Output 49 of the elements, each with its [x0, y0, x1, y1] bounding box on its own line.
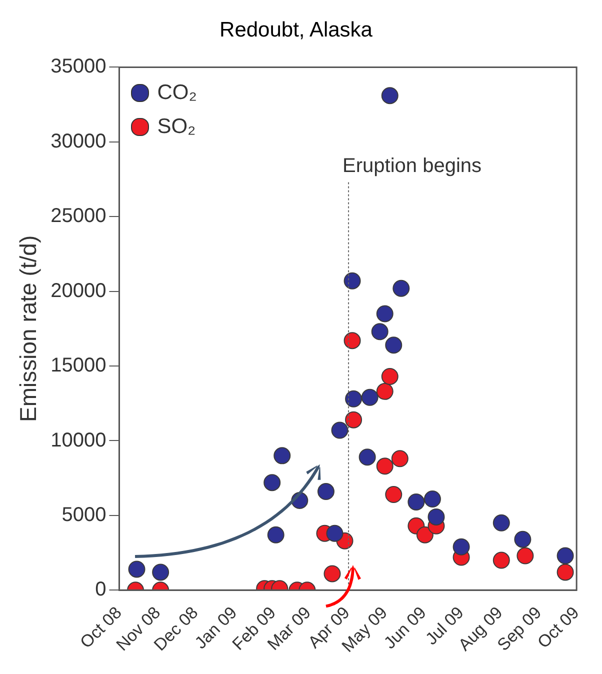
point: [516, 547, 534, 564]
point: [326, 524, 344, 542]
point: [452, 538, 470, 556]
point: [344, 332, 361, 350]
y-tick-label: 20000: [50, 280, 106, 302]
legend-label: SO₂: [157, 115, 196, 140]
point: [344, 272, 361, 290]
y-tick-label: 5000: [62, 504, 106, 526]
point: [274, 447, 291, 464]
point: [264, 474, 281, 492]
point: [345, 390, 362, 408]
y-tick-label: 35000: [50, 56, 106, 78]
point: [492, 552, 510, 569]
y-tick-label: 15000: [50, 354, 106, 377]
point: [556, 547, 574, 564]
y-axis-title: Emission rate (t/d): [15, 235, 42, 422]
point: [385, 336, 402, 354]
point: [424, 490, 441, 508]
point: [371, 323, 388, 340]
point: [416, 526, 434, 544]
y-tick-label: 30000: [50, 130, 106, 152]
point: [492, 514, 510, 532]
point: [267, 526, 284, 544]
point: [128, 560, 146, 578]
point: [428, 508, 445, 526]
point: [381, 87, 398, 104]
chart-title: Redoubt, Alaska: [220, 18, 373, 42]
y-tick-label: 0: [95, 578, 106, 601]
legend-label: CO₂: [157, 81, 197, 106]
point: [391, 450, 408, 468]
point: [381, 368, 398, 385]
point: [358, 448, 376, 466]
point: [324, 565, 341, 582]
point: [376, 458, 394, 475]
point: [385, 486, 402, 504]
point: [345, 411, 362, 428]
point: [392, 280, 410, 297]
point: [376, 305, 394, 322]
point: [514, 530, 532, 548]
point: [556, 564, 574, 581]
point: [317, 483, 334, 500]
point: [376, 382, 394, 400]
point: [361, 388, 378, 406]
y-tick-label: 25000: [50, 205, 106, 228]
point: [331, 422, 348, 439]
ref-line-label: Eruption begins: [342, 154, 482, 177]
point: [152, 564, 170, 581]
y-tick-label: 10000: [50, 429, 106, 452]
point: [408, 494, 425, 510]
